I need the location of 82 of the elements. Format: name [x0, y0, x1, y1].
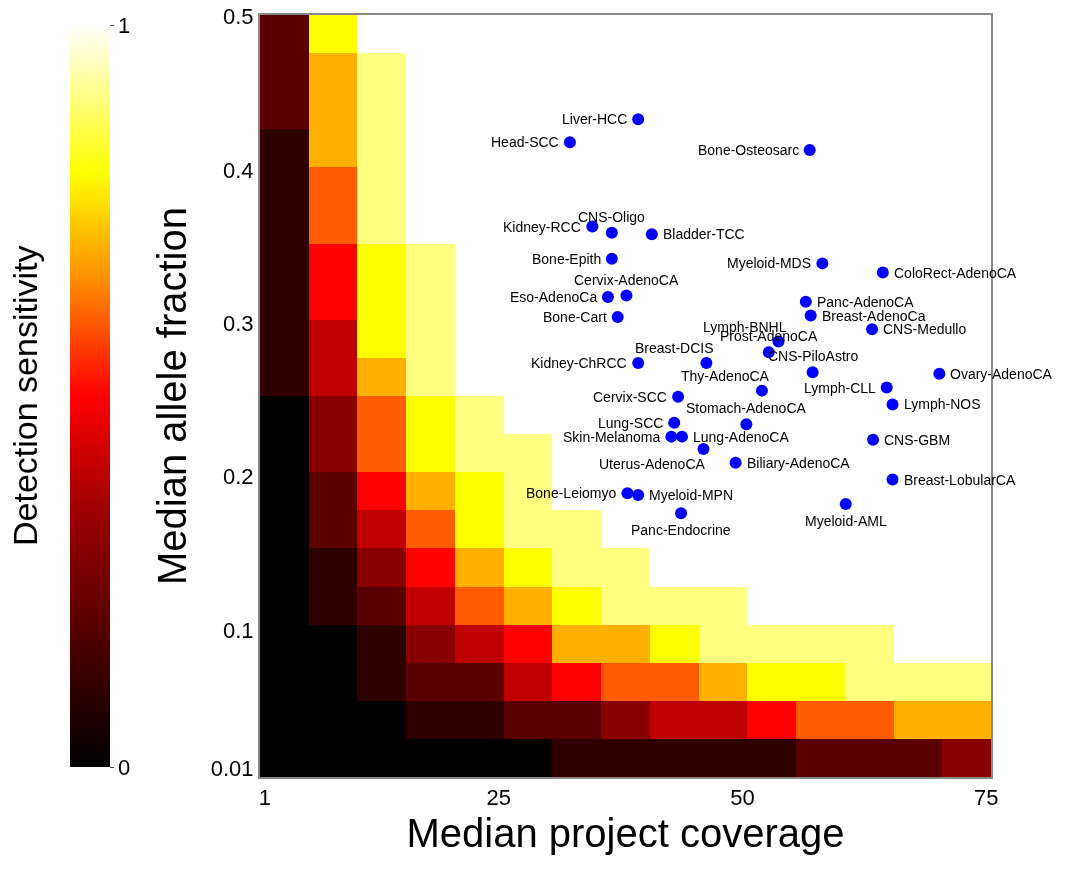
- annotation: Thy-AdenoCA: [681, 368, 770, 384]
- point: [886, 473, 899, 486]
- y-tick-label: 0.3: [223, 310, 254, 336]
- annotation: Bladder-TCC: [663, 226, 745, 242]
- x-tick-label: 50: [730, 785, 755, 811]
- annotation: Breast-AdenoCa: [822, 308, 926, 324]
- point: [621, 487, 634, 500]
- annotation: Cervix-SCC: [593, 389, 667, 405]
- point: [632, 357, 645, 370]
- point: [729, 456, 742, 469]
- y-tick-label: 0.1: [223, 617, 254, 643]
- color-bar-label: 0: [117, 754, 131, 780]
- annotation: Lung-AdenoCA: [693, 429, 790, 445]
- point: [675, 507, 688, 520]
- y-tick-label: 0.01: [210, 755, 254, 781]
- point: [866, 323, 879, 336]
- x-tick-label: 75: [973, 785, 999, 811]
- annotation: Head-SCC: [491, 134, 559, 150]
- point: [867, 433, 880, 446]
- point: [839, 498, 852, 511]
- point: [563, 136, 576, 149]
- point: [668, 416, 681, 429]
- point: [601, 291, 614, 304]
- y-tick-label: 0.4: [223, 157, 254, 183]
- annotation: Lung-SCC: [598, 415, 664, 431]
- annotation: Panc-Endocrine: [631, 522, 731, 538]
- annotation: CNS-GBM: [884, 432, 951, 448]
- point: [880, 381, 893, 394]
- point: [676, 430, 689, 443]
- annotation: Ovary-AdenoCA: [950, 366, 1053, 382]
- annotation: Biliary-AdenoCA: [747, 455, 851, 471]
- point: [816, 257, 829, 270]
- point: [886, 398, 899, 411]
- point: [755, 384, 768, 397]
- point: [620, 289, 633, 302]
- x-tick-label: 25: [486, 785, 512, 811]
- annotation: Stomach-AdenoCA: [686, 400, 807, 416]
- color-bar-title: Detection sensitivity: [6, 245, 44, 546]
- annotation: Uterus-AdenoCA: [599, 456, 706, 472]
- annotation: Liver-HCC: [562, 111, 628, 127]
- annotation: Bone-Cart: [543, 309, 607, 325]
- annotation: Breast-DCIS: [635, 340, 714, 356]
- annotation: Lymph-CLL: [804, 380, 877, 396]
- annotation: Skin-Melanoma: [563, 429, 661, 445]
- x-tick-label: 1: [258, 785, 271, 811]
- point: [605, 226, 618, 239]
- annotation: CNS-PiloAstro: [768, 348, 859, 364]
- annotation: Lymph-NOS: [904, 396, 981, 412]
- annotation: Kidney-ChRCC: [531, 355, 627, 371]
- annotation: Myeloid-MDS: [727, 255, 812, 271]
- annotation: Bone-Epith: [532, 251, 602, 267]
- point: [632, 113, 645, 126]
- annotation: Bone-Leiomyo: [526, 485, 617, 501]
- point: [804, 309, 817, 322]
- y-tick-label: 0.5: [223, 4, 254, 30]
- annotation: Breast-LobularCA: [904, 472, 1016, 488]
- point: [806, 366, 819, 379]
- annotation: Bone-Osteosarc: [698, 142, 800, 158]
- annotation: Myeloid-AML: [805, 513, 887, 529]
- point: [611, 311, 624, 324]
- annotation: Eso-AdenoCa: [510, 289, 598, 305]
- point: [740, 418, 753, 431]
- annotation: Panc-AdenoCA: [817, 294, 915, 310]
- annotation: CNS-Oligo: [578, 209, 646, 225]
- annotation: ColoRect-AdenoCA: [894, 265, 1017, 281]
- point: [700, 357, 713, 370]
- y-axis-title: Median allele fraction: [149, 207, 194, 585]
- point: [665, 430, 678, 443]
- annotation: Myeloid-MPN: [649, 487, 734, 503]
- point: [632, 488, 645, 501]
- point: [645, 228, 658, 241]
- point: [799, 295, 812, 308]
- x-axis-title: Median project coverage: [406, 811, 845, 856]
- point: [605, 252, 618, 265]
- annotation: CNS-Medullo: [883, 321, 967, 337]
- annotation: Cervix-AdenoCA: [574, 272, 679, 288]
- point: [803, 143, 816, 156]
- y-tick-label: 0.2: [223, 464, 254, 490]
- point: [933, 367, 946, 380]
- point: [876, 266, 889, 279]
- point: [672, 390, 685, 403]
- color-bar-label: 1: [117, 12, 131, 38]
